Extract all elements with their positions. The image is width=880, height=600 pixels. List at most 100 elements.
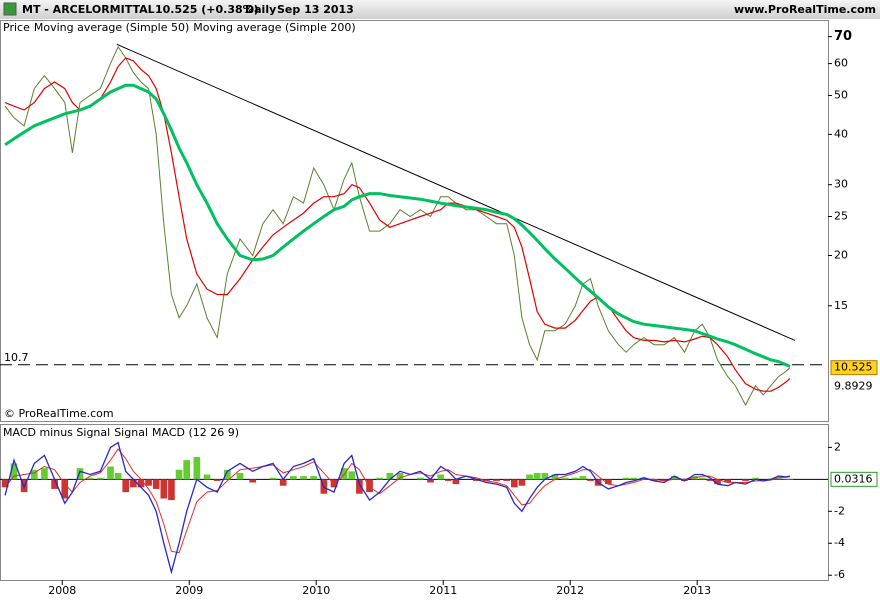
histogram-bar [152, 479, 160, 489]
histogram-bar [526, 474, 533, 480]
x-tick-label: 2008 [48, 584, 76, 597]
y-tick-label: 30 [834, 178, 848, 191]
histogram-bar [518, 479, 526, 486]
y-tick-label: -2 [834, 504, 845, 517]
histogram-bar [493, 479, 500, 481]
support-label: 10.7 [4, 351, 29, 364]
histogram-bar [193, 456, 201, 480]
price-line [4, 45, 791, 407]
histogram-bar [630, 477, 638, 480]
date: Sep 13 2013 [277, 3, 354, 16]
histogram-bar [41, 468, 48, 480]
histogram-bar [203, 474, 211, 480]
histogram-bar [579, 476, 587, 480]
histogram-bar [366, 479, 373, 493]
histogram-bar [587, 479, 594, 481]
y-tick-label: 20 [834, 249, 848, 262]
histogram-bar [96, 477, 104, 480]
copyright: © ProRealTime.com [4, 407, 114, 420]
histogram-bar [786, 478, 794, 480]
histogram-bar [571, 477, 579, 480]
period: Daily [245, 3, 276, 16]
histogram-bar [61, 479, 69, 499]
histogram-bar [356, 479, 363, 494]
histogram-bar [604, 479, 612, 485]
histogram-bar [137, 479, 145, 488]
macd-panel [0, 424, 829, 581]
histogram-bar [236, 472, 244, 480]
x-tick-label: 2011 [429, 584, 457, 597]
histogram-bar [76, 468, 84, 480]
legend-entry: Signal [114, 426, 148, 439]
histogram-bar [561, 477, 569, 480]
histogram-bar [503, 479, 511, 481]
x-tick-label: 2013 [683, 584, 711, 597]
header-icon [3, 2, 17, 16]
histogram-bar [622, 477, 630, 480]
y-tick-label: 25 [834, 210, 848, 223]
histogram-bar [213, 479, 221, 481]
histogram-bar [396, 472, 404, 480]
histogram-bar [30, 469, 38, 480]
legend-entry: MACD minus Signal [3, 426, 110, 439]
x-tick-label: 2009 [175, 584, 203, 597]
y-tick-label: -4 [834, 536, 845, 549]
histogram-bar [551, 474, 559, 480]
value-tag [830, 471, 878, 487]
histogram-bar [1, 479, 9, 488]
symbol: MT - ARCELORMITTAL [22, 3, 155, 16]
trendline [116, 43, 796, 341]
histogram-bar [681, 479, 688, 481]
ma200-line [4, 83, 791, 368]
x-tick-label: 2012 [556, 584, 584, 597]
histogram-bar [452, 479, 460, 485]
price-panel [0, 20, 829, 422]
histogram-bar [386, 472, 394, 480]
macd-line [4, 441, 791, 575]
legend-entry: Moving average (Simple 50) [34, 21, 189, 34]
histogram-bar [650, 479, 658, 481]
value-tag-label: 0.0316 [834, 472, 873, 485]
value-tag [831, 379, 877, 394]
histogram-bar [330, 479, 338, 488]
y-tick-label: 50 [834, 88, 848, 101]
histogram-bar [510, 479, 518, 488]
legend-entry: Price [3, 21, 30, 34]
value-tag [830, 360, 878, 376]
y-tick-label: -6 [834, 568, 845, 581]
histogram-bar [183, 460, 191, 480]
x-tick-label: 2010 [302, 584, 330, 597]
signal-line [4, 448, 790, 554]
histogram-bar [51, 479, 58, 489]
ma50-line [4, 57, 791, 392]
histogram-bar [107, 466, 114, 480]
histogram-bar [472, 479, 480, 481]
histogram-bar [698, 477, 706, 480]
histogram-bar [310, 476, 318, 480]
histogram-bar [437, 474, 444, 480]
histogram-bar [640, 477, 648, 480]
histogram-bar [223, 469, 231, 480]
histogram-bar [300, 476, 307, 480]
value-tag-label: 9.8929 [834, 379, 873, 392]
site: www.ProRealTime.com [734, 3, 876, 16]
histogram-bar [269, 477, 277, 480]
histogram-bar [427, 479, 434, 483]
histogram-bar [444, 479, 452, 481]
y-tick-label: 2 [834, 440, 841, 453]
histogram-bar [279, 479, 287, 486]
histogram-bar [417, 477, 424, 480]
histogram-bar [145, 479, 152, 486]
histogram-bar [175, 469, 183, 480]
histogram-bar [671, 476, 678, 480]
legend-entry: Moving average (Simple 200) [193, 21, 355, 34]
histogram-bar [742, 479, 749, 481]
y-tick-label: 40 [834, 127, 848, 140]
header-bar [0, 0, 880, 19]
histogram-bar [533, 472, 541, 480]
histogram-bar [168, 479, 175, 501]
histogram-bar [724, 479, 732, 483]
histogram-bar [752, 477, 759, 480]
